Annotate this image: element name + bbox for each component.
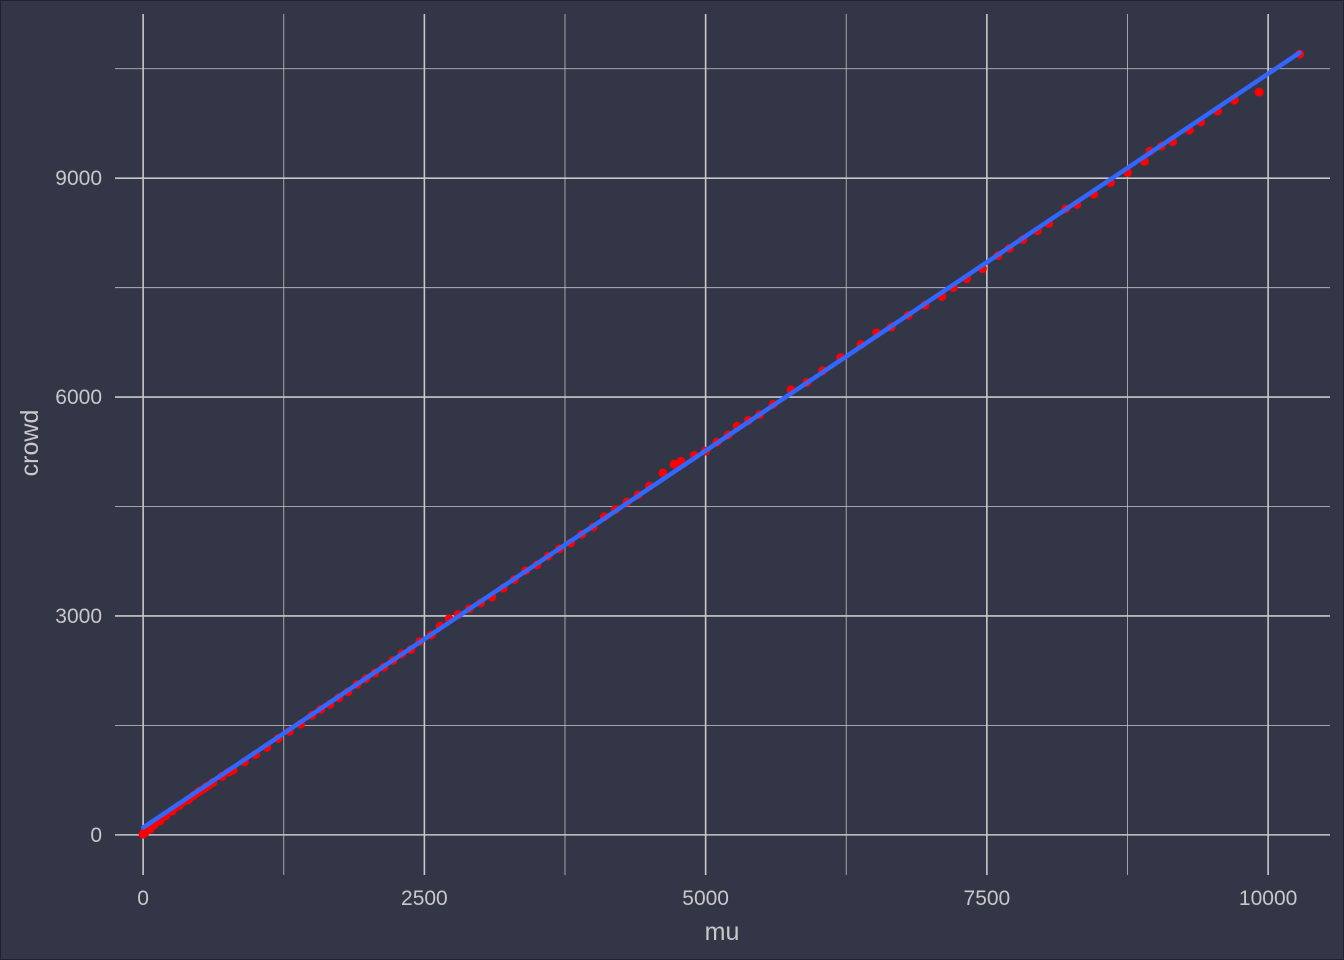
y-tick-label: 6000: [55, 386, 102, 409]
data-point: [1254, 87, 1264, 97]
x-tick-label: 7500: [964, 887, 1011, 910]
x-tick-label: 10000: [1239, 887, 1297, 910]
x-tick-label: 0: [137, 887, 149, 910]
data-point: [669, 459, 679, 469]
x-axis-ticks: 0 2500 5000 7500 10000: [137, 887, 1297, 910]
y-tick-label: 9000: [55, 167, 102, 190]
series-layer: [138, 49, 1305, 839]
y-tick-label: 3000: [55, 605, 102, 628]
y-tick-label: 0: [90, 824, 102, 847]
fit-line-segment: [141, 784, 213, 837]
x-tick-label: 2500: [401, 887, 448, 910]
y-axis-ticks: 0 3000 6000 9000: [55, 167, 102, 847]
x-axis-title: mu: [705, 918, 740, 946]
y-axis-title: crowd: [16, 410, 44, 477]
smooth-fit-line: [140, 50, 1302, 830]
grid-major: [115, 14, 1330, 875]
x-tick-label: 5000: [682, 887, 729, 910]
